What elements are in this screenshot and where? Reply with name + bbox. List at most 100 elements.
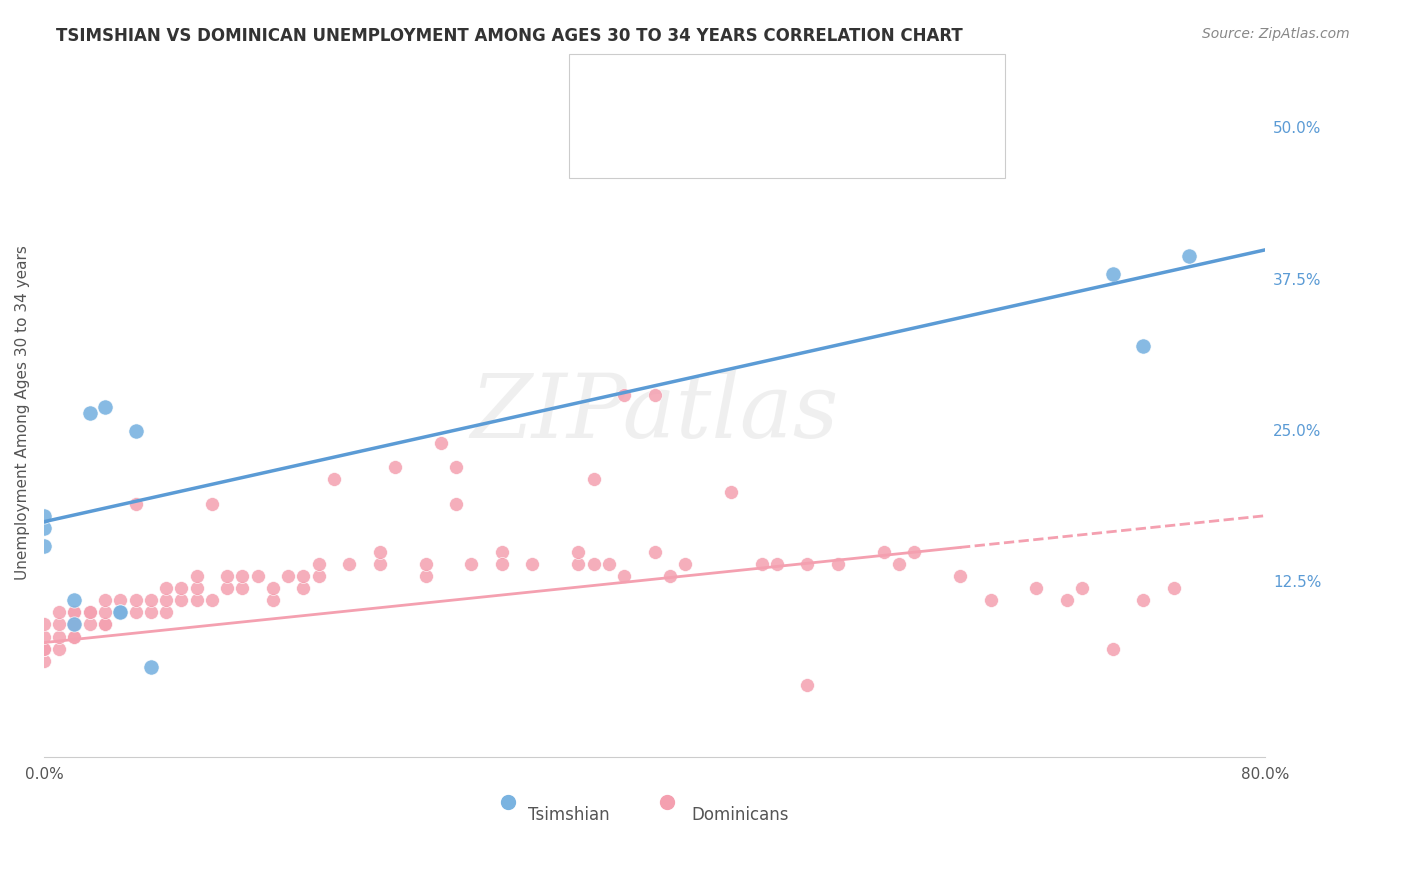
Point	[673, 557, 696, 571]
Text: 25.0%: 25.0%	[1272, 424, 1322, 439]
Point	[124, 593, 146, 607]
Y-axis label: Unemployment Among Ages 30 to 34 years: Unemployment Among Ages 30 to 34 years	[15, 245, 30, 581]
Point	[292, 581, 315, 595]
Point	[63, 606, 86, 620]
Point	[460, 557, 482, 571]
Point	[94, 606, 117, 620]
Point	[63, 606, 86, 620]
Point	[796, 678, 818, 692]
Point	[444, 460, 467, 475]
Point	[872, 545, 894, 559]
Point	[582, 557, 605, 571]
Point	[980, 593, 1002, 607]
Point	[170, 593, 193, 607]
Point	[79, 406, 101, 420]
Text: 37.5%: 37.5%	[1272, 273, 1322, 287]
Point	[110, 606, 132, 620]
Point	[170, 581, 193, 595]
Point	[430, 436, 453, 450]
Point	[658, 569, 681, 583]
Point	[231, 569, 253, 583]
Point	[522, 557, 544, 571]
Point	[644, 545, 666, 559]
Point	[155, 606, 177, 620]
Point	[79, 606, 101, 620]
Point	[827, 557, 849, 571]
Point	[567, 557, 589, 571]
Point	[48, 641, 70, 656]
Text: R = 0.538    N = 14: R = 0.538 N = 14	[647, 82, 823, 100]
Point	[32, 521, 55, 535]
Point	[323, 472, 346, 486]
Point	[32, 539, 55, 553]
Point	[201, 497, 224, 511]
Point	[186, 593, 208, 607]
Point	[308, 569, 330, 583]
Point	[384, 460, 406, 475]
Point	[582, 472, 605, 486]
Point	[1056, 593, 1078, 607]
Text: 50.0%: 50.0%	[1272, 121, 1322, 136]
Point	[48, 617, 70, 632]
Point	[903, 545, 925, 559]
Point	[94, 400, 117, 414]
Point	[155, 593, 177, 607]
Point	[79, 606, 101, 620]
Point	[139, 659, 162, 673]
Point	[765, 557, 787, 571]
Point	[598, 557, 620, 571]
Point	[94, 617, 117, 632]
Point	[94, 617, 117, 632]
Point	[63, 630, 86, 644]
Point	[32, 641, 55, 656]
Point	[155, 581, 177, 595]
Point	[415, 569, 437, 583]
Point	[124, 497, 146, 511]
Point	[949, 569, 972, 583]
Point	[32, 508, 55, 523]
Point	[201, 593, 224, 607]
Point	[1101, 641, 1123, 656]
Point	[94, 593, 117, 607]
Point	[139, 593, 162, 607]
Point	[1101, 267, 1123, 281]
Point	[337, 557, 360, 571]
Point	[63, 630, 86, 644]
Point	[186, 581, 208, 595]
Point	[110, 606, 132, 620]
Point	[217, 569, 239, 583]
Point	[32, 617, 55, 632]
Point	[262, 593, 284, 607]
Point	[444, 497, 467, 511]
Point	[32, 641, 55, 656]
Point	[79, 617, 101, 632]
Point	[644, 388, 666, 402]
Point	[63, 617, 86, 632]
Point	[231, 581, 253, 595]
Text: Tsimshian: Tsimshian	[529, 805, 610, 823]
Point	[1071, 581, 1094, 595]
Point	[811, 805, 834, 819]
Point	[32, 630, 55, 644]
Point	[48, 630, 70, 644]
Point	[613, 388, 636, 402]
Point	[292, 569, 315, 583]
Point	[720, 484, 742, 499]
Text: Dominicans: Dominicans	[692, 805, 789, 823]
Point	[796, 557, 818, 571]
Point	[887, 557, 910, 571]
Point	[186, 569, 208, 583]
Point	[110, 606, 132, 620]
Point	[124, 606, 146, 620]
Text: ZIPatlas: ZIPatlas	[471, 369, 839, 457]
Point	[139, 606, 162, 620]
Point	[1025, 581, 1047, 595]
Text: Source: ZipAtlas.com: Source: ZipAtlas.com	[1202, 27, 1350, 41]
Point	[110, 606, 132, 620]
Point	[277, 569, 299, 583]
Point	[1163, 581, 1185, 595]
Point	[1132, 339, 1154, 353]
Point	[262, 581, 284, 595]
Point	[751, 557, 773, 571]
Point	[1132, 593, 1154, 607]
